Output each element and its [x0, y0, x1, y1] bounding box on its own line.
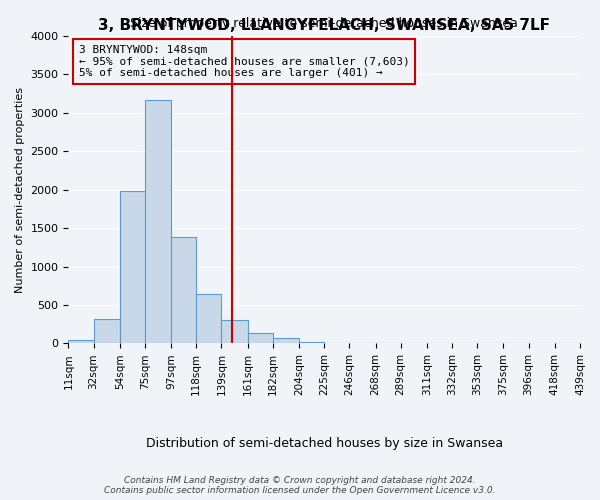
- X-axis label: Distribution of semi-detached houses by size in Swansea: Distribution of semi-detached houses by …: [146, 437, 503, 450]
- Y-axis label: Number of semi-detached properties: Number of semi-detached properties: [15, 86, 25, 292]
- Text: Size of property relative to semi-detached houses in Swansea: Size of property relative to semi-detach…: [130, 16, 518, 30]
- Bar: [171, 236, 196, 344]
- Bar: [68, 340, 94, 344]
- Bar: [145, 100, 171, 344]
- Bar: [94, 319, 120, 344]
- Text: 3 BRYNTYWOD: 148sqm
← 95% of semi-detached houses are smaller (7,603)
5% of semi: 3 BRYNTYWOD: 148sqm ← 95% of semi-detach…: [79, 45, 409, 78]
- Bar: [299, 342, 324, 344]
- Text: Contains HM Land Registry data © Crown copyright and database right 2024.
Contai: Contains HM Land Registry data © Crown c…: [104, 476, 496, 495]
- Title: 3, BRYNTYWOD, LLANGYFELACH, SWANSEA, SA5 7LF: 3, BRYNTYWOD, LLANGYFELACH, SWANSEA, SA5…: [98, 18, 550, 33]
- Bar: [248, 334, 273, 344]
- Bar: [221, 320, 248, 344]
- Bar: [196, 294, 221, 344]
- Bar: [120, 191, 145, 344]
- Bar: [273, 338, 299, 344]
